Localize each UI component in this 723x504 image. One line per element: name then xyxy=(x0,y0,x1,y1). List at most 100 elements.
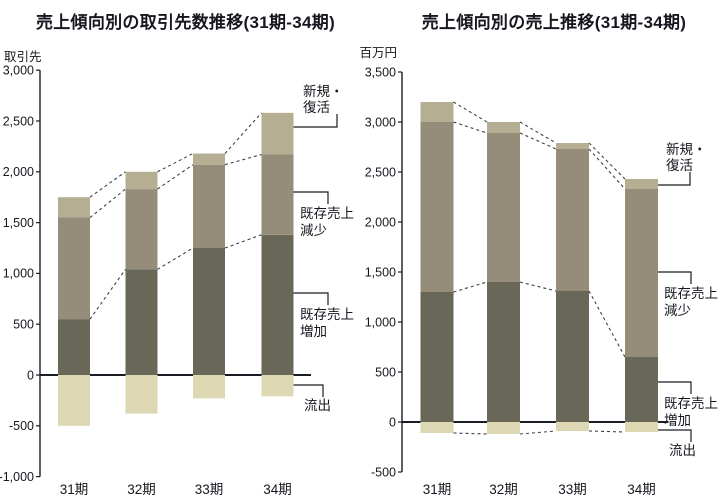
y-axis-unit-sales: 百万円 xyxy=(359,46,397,60)
trend-connector xyxy=(224,234,262,249)
y-tick-label: 1,500 xyxy=(3,216,34,230)
y-tick-label: 2,500 xyxy=(365,165,396,179)
bar-segment-新規・復活-33期 xyxy=(556,143,589,149)
segment-label: 既存売上 xyxy=(664,286,718,301)
y-axis-unit-partners: 取引先 xyxy=(4,50,42,64)
bar-segment-既存売上減少-34期 xyxy=(625,189,658,357)
trend-connector xyxy=(224,112,262,154)
bar-segment-既存売上増加-34期 xyxy=(261,234,294,375)
x-tick-label: 34期 xyxy=(627,482,656,497)
segment-label: 復活 xyxy=(303,99,330,115)
segment-label: 増加 xyxy=(300,324,327,339)
bar-segment-流出-33期 xyxy=(556,422,589,431)
segment-label: 増加 xyxy=(664,413,691,428)
trend-connector xyxy=(588,290,626,358)
trend-connector xyxy=(157,164,194,190)
chart-title-partners: 売上傾向別の取引先数推移(31期-34期) xyxy=(35,13,336,32)
bar-segment-既存売上増加-31期 xyxy=(58,319,90,375)
bar-segment-流出-34期 xyxy=(625,422,658,432)
annotation-connector xyxy=(293,384,324,397)
trend-connector xyxy=(89,188,126,218)
segment-label: 新規・ xyxy=(303,84,344,99)
bar-segment-既存売上増加-32期 xyxy=(487,282,520,422)
segment-label: 減少 xyxy=(664,302,691,318)
x-tick-label: 34期 xyxy=(263,482,292,497)
x-tick-label: 33期 xyxy=(558,482,587,497)
bar-segment-既存売上増加-34期 xyxy=(625,357,658,422)
trend-connector xyxy=(453,121,488,134)
bar-segment-流出-34期 xyxy=(261,375,294,397)
segment-label: 流出 xyxy=(304,398,331,413)
segment-label: 流出 xyxy=(669,443,696,458)
bar-segment-新規・復活-31期 xyxy=(58,197,90,218)
y-tick-label: 500 xyxy=(375,365,396,379)
x-tick-label: 33期 xyxy=(195,482,224,497)
trend-connector xyxy=(157,153,194,173)
annotation-connector xyxy=(293,114,338,128)
segment-label: 復活 xyxy=(666,157,693,173)
x-tick-label: 32期 xyxy=(127,482,156,497)
bar-segment-既存売上減少-34期 xyxy=(261,154,294,235)
y-tick-label: 1,000 xyxy=(365,315,396,329)
chart-title-sales: 売上傾向別の売上推移(31期-34期) xyxy=(421,13,687,32)
y-tick-label: -500 xyxy=(9,419,34,433)
trend-connector xyxy=(519,281,557,292)
segment-label: 既存売上 xyxy=(300,206,354,221)
y-tick-label: 1,500 xyxy=(365,265,396,279)
trend-connector xyxy=(588,142,626,180)
bar-segment-新規・復活-32期 xyxy=(125,171,158,190)
y-tick-label: 3,000 xyxy=(3,64,34,78)
y-tick-label: 3,000 xyxy=(365,115,396,129)
trend-connector-negative xyxy=(588,430,626,433)
bar-segment-既存売上減少-31期 xyxy=(420,122,454,292)
trend-connector xyxy=(89,269,126,320)
x-tick-label: 31期 xyxy=(60,482,89,497)
annotation-connector xyxy=(658,271,692,284)
bar-segment-新規・復活-31期 xyxy=(420,102,454,122)
y-tick-label: 1,000 xyxy=(3,267,34,281)
bar-segment-既存売上減少-33期 xyxy=(556,149,589,291)
bar-segment-既存売上増加-31期 xyxy=(420,292,454,422)
trend-connector xyxy=(224,153,262,166)
y-tick-label: 500 xyxy=(13,318,34,332)
trend-connector-negative xyxy=(453,432,488,435)
y-tick-label: 2,000 xyxy=(365,215,396,229)
trend-connector xyxy=(157,247,194,270)
bar-segment-新規・復活-33期 xyxy=(193,153,225,165)
y-tick-label: -500 xyxy=(371,465,396,479)
bar-segment-既存売上増加-33期 xyxy=(193,248,225,375)
trend-connector xyxy=(453,101,488,123)
bar-segment-流出-32期 xyxy=(487,422,520,434)
y-tick-label: 0 xyxy=(389,415,396,429)
bar-segment-新規・復活-34期 xyxy=(261,112,294,155)
annotation-connector xyxy=(293,191,329,204)
bar-segment-既存売上増加-33期 xyxy=(556,291,589,422)
annotation-connector xyxy=(658,381,692,394)
segment-label: 新規・ xyxy=(666,142,707,157)
trend-connector xyxy=(519,121,557,144)
y-tick-label: 2,500 xyxy=(3,114,34,128)
segment-label: 既存売上 xyxy=(664,396,718,411)
bar-segment-既存売上減少-33期 xyxy=(193,164,225,248)
bar-segment-流出-31期 xyxy=(58,375,90,426)
x-tick-label: 31期 xyxy=(423,482,452,497)
y-tick-label: 0 xyxy=(27,368,34,382)
x-tick-label: 32期 xyxy=(489,482,518,497)
trend-connector xyxy=(453,281,488,293)
segment-label: 既存売上 xyxy=(300,307,354,322)
trend-connector xyxy=(588,148,626,190)
trend-connector xyxy=(89,171,126,198)
bar-segment-流出-33期 xyxy=(193,375,225,399)
bar-segment-流出-31期 xyxy=(420,422,454,433)
annotation-connector xyxy=(293,292,329,305)
bar-segment-既存売上減少-31期 xyxy=(58,217,90,320)
annotation-connector xyxy=(658,172,691,186)
bar-segment-既存売上減少-32期 xyxy=(125,189,158,270)
annotation-connector xyxy=(658,429,692,442)
segment-label: 減少 xyxy=(300,222,327,238)
y-tick-label: 3,500 xyxy=(365,65,396,79)
bar-segment-既存売上増加-32期 xyxy=(125,269,158,375)
bar-segment-新規・復活-34期 xyxy=(625,179,658,189)
